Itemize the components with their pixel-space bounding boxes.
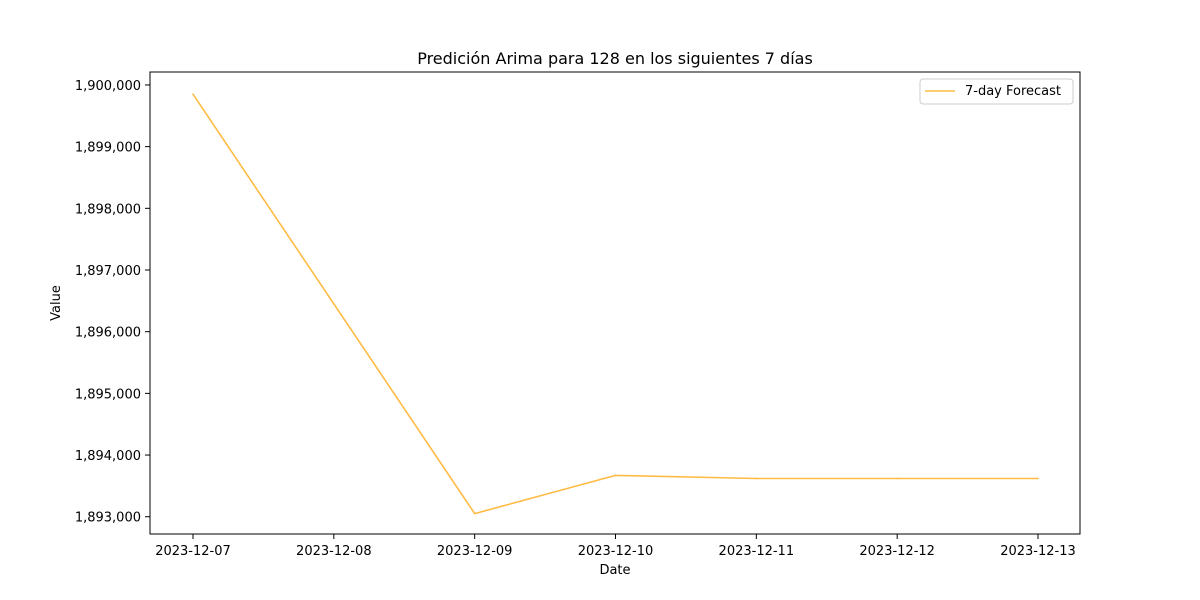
x-axis: 2023-12-07 2023-12-08 2023-12-09 2023-12-10… — [155, 534, 1076, 559]
legend: 7-day Forecast — [919, 78, 1074, 105]
y-tick-label: 1,894,000 — [75, 449, 141, 464]
y-tick-label: 1,896,000 — [75, 326, 141, 341]
data-point — [1037, 477, 1039, 480]
chart-title: Predición Arima para 128 en los siguient… — [417, 49, 813, 68]
series-line-0 — [192, 93, 1038, 515]
data-point — [896, 477, 898, 480]
y-tick-label: 1,899,000 — [75, 141, 141, 156]
data-point — [755, 477, 758, 480]
x-tick-label: 2023-12-12 — [859, 544, 935, 559]
x-tick-label: 2023-12-11 — [719, 544, 795, 559]
x-tick-label: 2023-12-09 — [437, 544, 513, 559]
legend-label: 7-day Forecast — [965, 84, 1061, 99]
x-tick-label: 2023-12-13 — [1000, 544, 1076, 559]
y-axis: 1,893,000 1,894,000 1,895,000 1,896,000 1,89… — [75, 79, 150, 526]
y-axis-label: Value — [49, 285, 64, 321]
y-tick-label: 1,900,000 — [75, 79, 141, 94]
data-point — [473, 512, 476, 515]
y-tick-label: 1,897,000 — [75, 264, 141, 279]
y-tick-label: 1,895,000 — [75, 387, 141, 402]
legend-box — [919, 78, 1074, 105]
data-point — [192, 93, 194, 96]
y-tick-label: 1,898,000 — [75, 202, 141, 217]
x-tick-label: 2023-12-10 — [578, 544, 654, 559]
plot-area — [149, 71, 1081, 535]
series-layer — [192, 93, 1039, 515]
x-tick-label: 2023-12-08 — [296, 544, 372, 559]
data-point — [614, 474, 617, 477]
y-tick-label: 1,893,000 — [75, 511, 141, 526]
x-axis-label: Date — [599, 563, 630, 578]
x-tick-label: 2023-12-07 — [155, 544, 231, 559]
